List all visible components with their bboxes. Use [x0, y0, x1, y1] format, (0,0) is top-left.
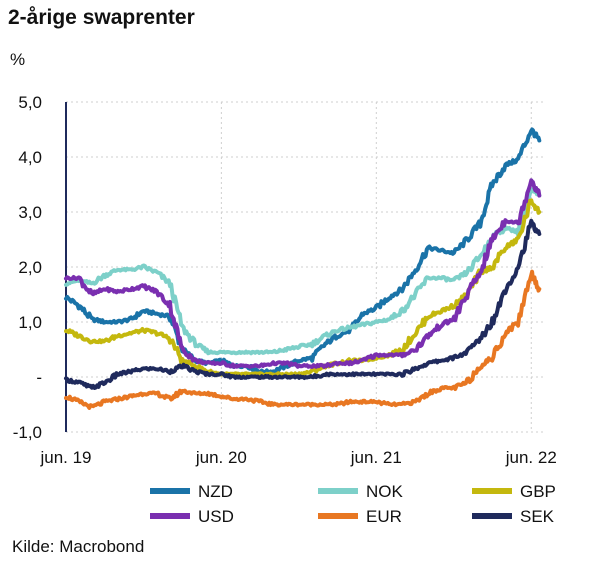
series-line-sek	[64, 218, 542, 390]
y-tick-label: 2,0	[18, 258, 42, 277]
series-line-usd	[64, 178, 542, 369]
source-note: Kilde: Macrobond	[12, 537, 145, 556]
y-axis-unit: %	[10, 50, 26, 69]
legend-label-nzd: NZD	[198, 482, 233, 501]
y-tick-label: 5,0	[18, 93, 42, 112]
series-line-nok	[64, 187, 542, 356]
y-tick-label: 1,0	[18, 313, 42, 332]
legend-label-usd: USD	[198, 507, 234, 526]
legend-label-nok: NOK	[366, 482, 404, 501]
series-line-eur	[64, 269, 542, 410]
x-tick-label: jun. 22	[505, 448, 557, 467]
y-tick-label: -1,0	[13, 423, 42, 442]
legend-label-sek: SEK	[520, 507, 555, 526]
legend-label-eur: EUR	[366, 507, 402, 526]
x-tick-label: jun. 21	[350, 448, 402, 467]
x-tick-label: jun. 19	[39, 448, 91, 467]
legend-label-gbp: GBP	[520, 482, 556, 501]
x-tick-label: jun. 20	[195, 448, 247, 467]
series-line-gbp	[64, 198, 542, 378]
chart-title: 2-årige swaprenter	[8, 6, 195, 29]
y-tick-label: 4,0	[18, 148, 42, 167]
series-line-nzd	[64, 127, 542, 375]
y-tick-label: -	[36, 368, 42, 387]
y-tick-label: 3,0	[18, 203, 42, 222]
